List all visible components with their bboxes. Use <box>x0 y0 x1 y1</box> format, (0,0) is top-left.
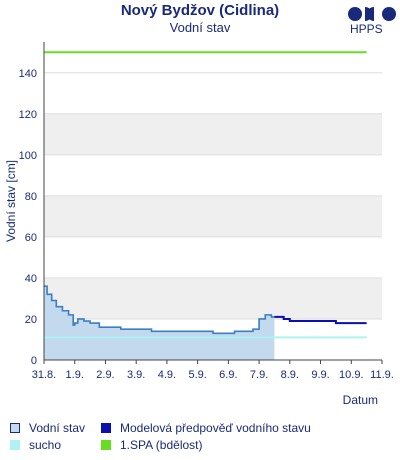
chart-subtitle: Vodní stav <box>169 20 231 35</box>
x-tick-label-9: 9.9. <box>311 369 329 381</box>
y-tick-label-140: 140 <box>19 68 37 80</box>
legend-item-spa1: 1.SPA (bdělost) <box>101 438 203 452</box>
y-tick-label-20: 20 <box>25 314 37 326</box>
y-tick-label-40: 40 <box>25 273 37 285</box>
x-tick-label-4: 4.9. <box>158 369 176 381</box>
legend-swatch-spa1 <box>101 440 111 450</box>
x-tick-label-3: 3.9. <box>127 369 145 381</box>
x-axis-label: Datum <box>343 393 378 407</box>
legend-item-forecast: Modelová předpověď vodního stavu <box>101 421 311 435</box>
x-tick-label-7: 7.9. <box>250 369 268 381</box>
series-forecast-line <box>274 315 367 325</box>
legend-item-drought: sucho <box>10 438 61 452</box>
y-tick-label-100: 100 <box>19 150 37 162</box>
x-tick-label-2: 2.9. <box>96 369 114 381</box>
x-tick-label-1: 1.9. <box>66 369 84 381</box>
legend-label-spa1: 1.SPA (bdělost) <box>120 438 203 452</box>
chart-title: Nový Bydžov (Cidlina) <box>120 2 280 19</box>
x-tick-label-8: 8.9. <box>281 369 299 381</box>
legend-label-water-level: Vodní stav <box>29 421 86 435</box>
y-tick-label-80: 80 <box>25 191 37 203</box>
series-water-level-line <box>44 285 275 335</box>
x-tick-label-11: 11.9. <box>370 369 394 381</box>
legend-label-drought: sucho <box>29 438 62 452</box>
band-20 <box>44 277 382 319</box>
y-axis-label: Vodní stav [cm] <box>4 160 18 242</box>
band-60 <box>44 195 382 237</box>
y-tick-label-120: 120 <box>19 109 37 121</box>
band-100 <box>44 113 382 155</box>
logo-text: HPPS <box>350 22 383 36</box>
x-tick-label-10: 10.9. <box>339 369 363 381</box>
x-tick-label-0: 31.8. <box>32 369 56 381</box>
legend-item-water-level: Vodní stav <box>10 421 85 435</box>
x-tick-label-6: 6.9. <box>219 369 237 381</box>
y-tick-label-60: 60 <box>25 232 37 244</box>
legend-swatch-drought <box>10 440 20 450</box>
y-tick-label-0: 0 <box>31 355 37 367</box>
x-tick-label-5: 5.9. <box>188 369 206 381</box>
legend-swatch-forecast <box>101 423 111 433</box>
series-water-level-area <box>44 286 275 360</box>
legend-swatch-water-level <box>10 423 20 433</box>
legend-label-forecast: Modelová předpověď vodního stavu <box>120 421 311 435</box>
hpps-logo-icon <box>348 7 396 21</box>
